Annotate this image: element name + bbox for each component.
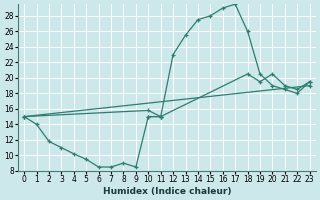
X-axis label: Humidex (Indice chaleur): Humidex (Indice chaleur) <box>103 187 231 196</box>
